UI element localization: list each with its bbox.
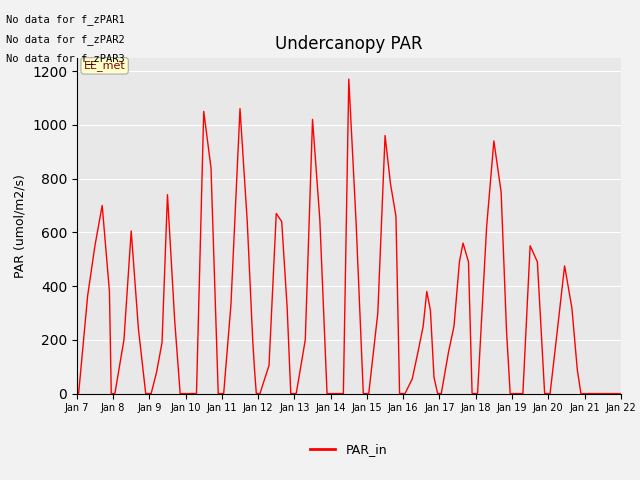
Title: Undercanopy PAR: Undercanopy PAR — [275, 35, 422, 53]
Text: No data for f_zPAR2: No data for f_zPAR2 — [6, 34, 125, 45]
Legend: PAR_in: PAR_in — [305, 438, 392, 461]
Text: No data for f_zPAR1: No data for f_zPAR1 — [6, 14, 125, 25]
Y-axis label: PAR (umol/m2/s): PAR (umol/m2/s) — [13, 174, 26, 277]
Text: EE_met: EE_met — [84, 60, 125, 72]
Text: No data for f_zPAR3: No data for f_zPAR3 — [6, 53, 125, 64]
